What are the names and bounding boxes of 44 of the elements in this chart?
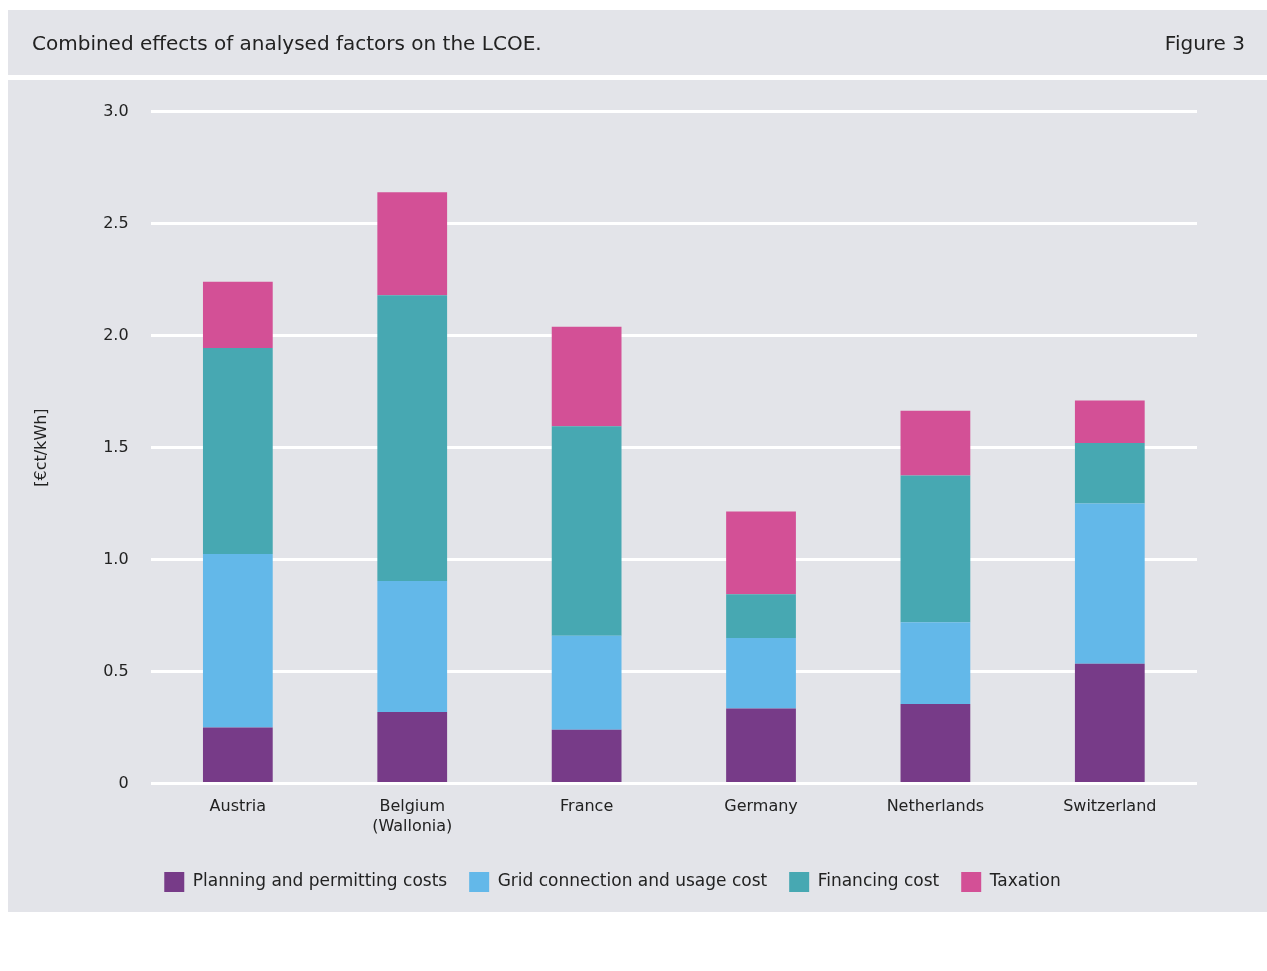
bar xyxy=(377,192,448,296)
bar xyxy=(551,326,622,427)
bar xyxy=(726,638,796,709)
legend-label: Taxation xyxy=(988,870,1061,891)
x-tick-label: Germany xyxy=(724,796,798,816)
bar xyxy=(551,729,622,783)
bar xyxy=(900,475,971,623)
legend-label: Grid connection and usage cost xyxy=(497,870,768,891)
x-tick-label: Netherlands xyxy=(886,796,985,816)
y-tick-label: 1.5 xyxy=(103,436,129,456)
chart-title: Combined effects of analysed factors on the LCOE. xyxy=(32,30,542,55)
x-tick-label: Austria xyxy=(209,796,267,816)
bar xyxy=(202,727,273,783)
y-tick-label: 0.5 xyxy=(103,660,129,680)
bar xyxy=(202,554,273,728)
bar xyxy=(551,635,622,730)
x-tick-label: Belgium (Wallonia) xyxy=(372,796,453,835)
bar xyxy=(726,708,796,783)
bar xyxy=(900,622,971,705)
legend-label: Planning and permitting costs xyxy=(192,870,448,891)
bar xyxy=(377,580,448,712)
y-tick-label: 1.0 xyxy=(103,548,129,568)
bar xyxy=(726,511,796,595)
y-tick-label: 2.0 xyxy=(103,324,129,344)
bar xyxy=(202,281,273,348)
bar xyxy=(1074,400,1145,444)
y-tick-label: 0 xyxy=(118,772,129,792)
x-tick-label: France xyxy=(560,796,614,816)
bar xyxy=(1074,443,1145,504)
bar xyxy=(726,594,796,638)
bar xyxy=(900,410,971,476)
bar xyxy=(1074,503,1145,664)
bar xyxy=(900,704,971,783)
y-axis-title: [€ct/kWh] xyxy=(30,408,50,487)
y-tick-label: 2.5 xyxy=(103,212,129,232)
legend-label: Financing cost xyxy=(817,870,940,891)
caption: Figure 3 xyxy=(1164,30,1245,55)
y-tick-label: 3.0 xyxy=(103,100,129,120)
bar xyxy=(551,426,622,636)
bar xyxy=(377,711,448,783)
bar xyxy=(1074,663,1145,783)
x-tick-label: Switzerland xyxy=(1063,796,1157,816)
bar xyxy=(377,295,448,581)
bar xyxy=(202,347,273,554)
